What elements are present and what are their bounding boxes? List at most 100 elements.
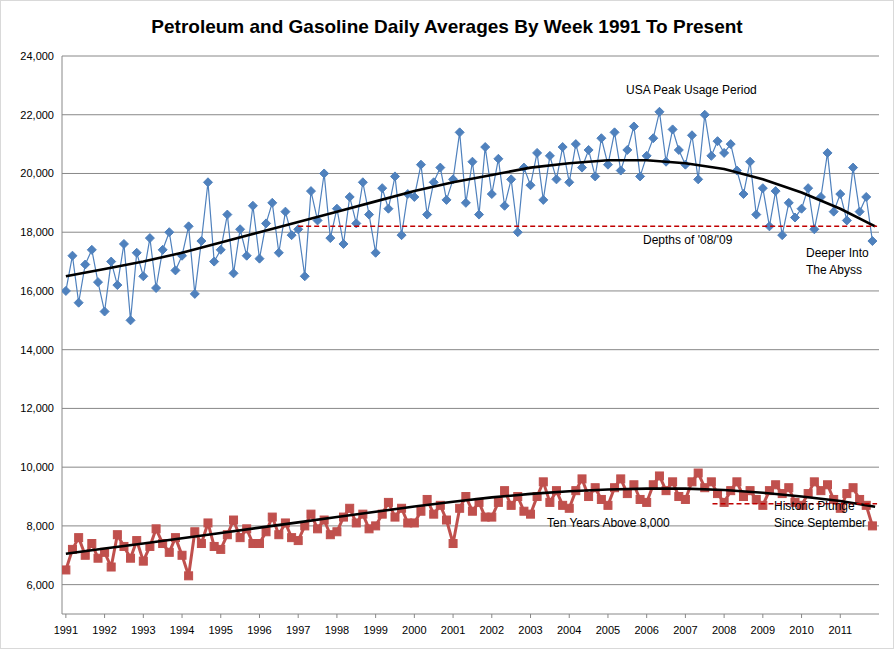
point [674, 145, 683, 154]
point [842, 216, 851, 225]
point [107, 563, 115, 571]
point [197, 540, 205, 548]
point [268, 513, 276, 521]
point [236, 534, 244, 542]
grid-line [62, 232, 879, 233]
x-tick-label: 1996 [247, 624, 271, 636]
y-tick-label: 14,000 [20, 344, 54, 356]
point [533, 148, 542, 157]
point [849, 484, 857, 492]
point [423, 210, 432, 219]
x-tick [685, 614, 686, 618]
point [423, 495, 431, 503]
point [681, 495, 689, 503]
point [565, 178, 574, 187]
point [87, 245, 96, 254]
point [546, 498, 554, 506]
x-tick-label: 2006 [634, 624, 658, 636]
point [500, 201, 509, 210]
y-tick-label: 22,000 [20, 109, 54, 121]
point [836, 190, 845, 199]
point [539, 195, 548, 204]
point [797, 204, 806, 213]
point [507, 175, 516, 184]
annotation: Historic Plunge [774, 499, 855, 513]
point [456, 504, 464, 512]
x-tick-label: 2009 [751, 624, 775, 636]
point [223, 210, 232, 219]
chart: Petroleum and Gasoline Daily Averages By… [0, 0, 894, 649]
x-tick-label: 2003 [518, 624, 542, 636]
trend-line [66, 489, 875, 554]
trend-line [66, 160, 875, 276]
grid-line [62, 349, 879, 350]
point [617, 475, 625, 483]
point [636, 172, 645, 181]
x-tick-label: 1993 [131, 624, 155, 636]
point [390, 172, 399, 181]
x-tick-label: 1999 [363, 624, 387, 636]
point [539, 478, 547, 486]
point [616, 166, 625, 175]
y-tick-label: 18,000 [20, 226, 54, 238]
y-tick-label: 8,000 [26, 520, 54, 532]
y-tick-label: 10,000 [20, 461, 54, 473]
point [713, 137, 722, 146]
point [578, 475, 586, 483]
point [210, 257, 219, 266]
point [119, 239, 128, 248]
point [475, 210, 484, 219]
x-tick-label: 1992 [92, 624, 116, 636]
point [862, 192, 871, 201]
point [849, 163, 858, 172]
point [823, 148, 832, 157]
x-tick-label: 2000 [402, 624, 426, 636]
point [785, 484, 793, 492]
point [165, 548, 173, 556]
point [597, 134, 606, 143]
x-tick-label: 1995 [209, 624, 233, 636]
x-tick-label: 2004 [557, 624, 581, 636]
point [669, 478, 677, 486]
point [230, 516, 238, 524]
x-tick-label: 1994 [170, 624, 194, 636]
point [306, 187, 315, 196]
x-tick-label: 2002 [480, 624, 504, 636]
x-tick [762, 614, 763, 618]
point [552, 175, 561, 184]
x-tick [182, 614, 183, 618]
point [62, 566, 70, 574]
x-tick-label: 2010 [789, 624, 813, 636]
point [197, 237, 206, 246]
x-tick [259, 614, 260, 618]
point [74, 298, 83, 307]
y-axis-line [62, 56, 63, 614]
point [127, 554, 135, 562]
grid-line [62, 290, 879, 291]
point [694, 175, 703, 184]
x-tick-label: 2008 [712, 624, 736, 636]
x-tick-label: 1991 [54, 624, 78, 636]
point [236, 225, 245, 234]
point [804, 184, 813, 193]
point [178, 551, 186, 559]
point [752, 210, 761, 219]
point [790, 213, 799, 222]
point [248, 201, 257, 210]
x-tick [414, 614, 415, 618]
point [591, 172, 600, 181]
point [855, 207, 864, 216]
reference-line [298, 226, 877, 228]
point [287, 231, 296, 240]
point [720, 498, 728, 506]
point [526, 181, 535, 190]
point [352, 519, 360, 527]
point [229, 269, 238, 278]
annotation: Deeper Into [806, 246, 869, 260]
point [139, 557, 147, 565]
x-tick [65, 614, 66, 618]
point [468, 157, 477, 166]
point [726, 140, 735, 149]
point [300, 272, 309, 281]
point [784, 198, 793, 207]
